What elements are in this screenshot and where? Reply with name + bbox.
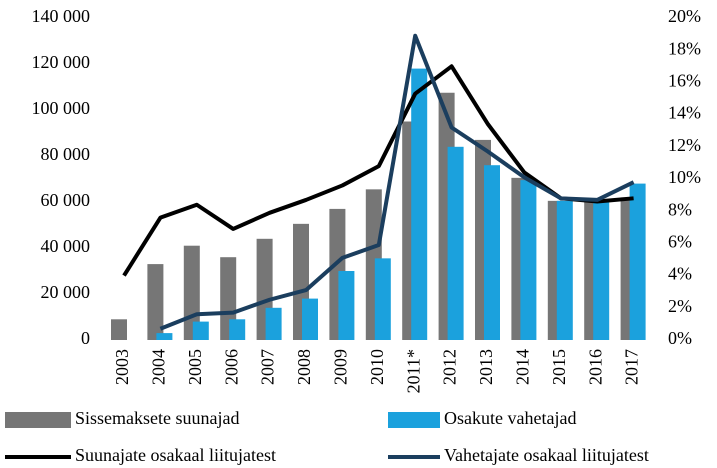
y2-tick-label: 0%	[668, 328, 692, 348]
bar	[338, 271, 355, 340]
x-tick-label: 2012	[440, 349, 460, 385]
y2-tick-label: 12%	[668, 135, 701, 155]
bar	[593, 200, 610, 340]
bar	[111, 319, 127, 340]
bar	[192, 321, 209, 340]
bar	[229, 319, 246, 340]
line	[159, 33, 635, 331]
bar	[147, 264, 164, 340]
x-tick-label: 2013	[476, 349, 496, 385]
bar	[629, 183, 646, 340]
x-tick-label: 2004	[149, 349, 169, 385]
y-tick-label: 0	[81, 328, 90, 348]
legend-label: Osakute vahetajad	[444, 408, 576, 428]
x-tick-label: 2015	[549, 349, 569, 385]
y-tick-label: 20 000	[41, 282, 91, 302]
y-tick-label: 100 000	[32, 98, 91, 118]
legend-label: Suunajate osakaal liitujatest	[75, 445, 276, 465]
x-tick-label: 2008	[294, 349, 314, 385]
y-tick-label: 60 000	[41, 190, 91, 210]
y-tick-label: 140 000	[32, 6, 91, 26]
legend-label: Vahetajate osakaal liitujatest	[444, 445, 649, 465]
bar	[447, 146, 464, 340]
x-tick-label: 2006	[221, 349, 241, 385]
x-tick-label: 2014	[513, 349, 533, 385]
x-tick-label: 2005	[185, 349, 205, 385]
x-tick-label: 2007	[258, 349, 278, 385]
x-tick-label: 2009	[331, 349, 351, 385]
legend-swatch	[388, 412, 440, 428]
bar	[302, 298, 318, 340]
x-tick-label: 2017	[622, 349, 642, 385]
legend-label: Sissemaksete suunajad	[75, 408, 239, 428]
bar	[374, 258, 391, 340]
x-tick-label: 2016	[585, 349, 605, 385]
bar	[265, 307, 282, 340]
bar	[520, 180, 537, 340]
bar	[411, 68, 428, 340]
y2-tick-label: 6%	[668, 232, 692, 252]
bar	[156, 333, 173, 340]
x-tick-label: 2003	[112, 349, 132, 385]
x-tick-label: 2011*	[403, 349, 423, 393]
y-tick-label: 80 000	[41, 144, 91, 164]
y2-tick-label: 8%	[668, 199, 692, 219]
legend-swatch	[5, 412, 71, 428]
y2-tick-label: 16%	[668, 71, 701, 91]
bar	[556, 200, 573, 340]
bar	[484, 165, 500, 340]
y2-tick-label: 2%	[668, 296, 692, 316]
y-tick-label: 120 000	[32, 52, 91, 72]
y2-tick-label: 18%	[668, 38, 701, 58]
y2-tick-label: 4%	[668, 264, 692, 284]
y2-tick-label: 20%	[668, 6, 701, 26]
y2-tick-label: 14%	[668, 103, 701, 123]
x-tick-label: 2010	[367, 349, 387, 385]
y2-tick-label: 10%	[668, 167, 701, 187]
y-tick-label: 40 000	[41, 236, 91, 256]
